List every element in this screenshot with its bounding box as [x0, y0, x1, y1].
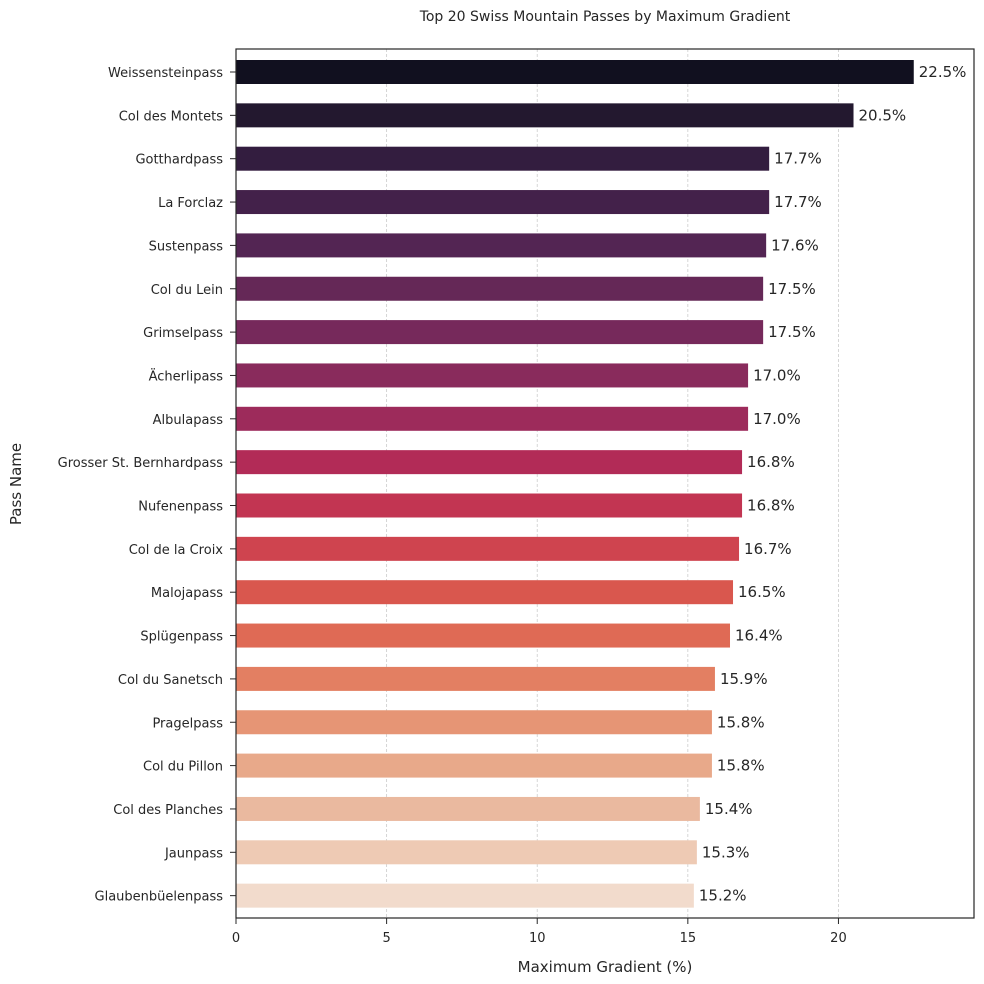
bar — [236, 320, 764, 345]
bar — [236, 710, 712, 735]
bar — [236, 60, 914, 84]
bar — [236, 276, 764, 301]
data-label: 16.8% — [747, 453, 795, 471]
x-axis: 0 5 10 15 20 — [232, 918, 847, 946]
y-tick-label: Weissensteinpass — [108, 66, 223, 81]
bar — [236, 753, 712, 778]
bar — [236, 406, 749, 431]
bar — [236, 233, 767, 258]
x-axis-label: Maximum Gradient (%) — [518, 958, 693, 976]
y-tick-label: Splügenpass — [140, 630, 223, 645]
x-tick-label: 5 — [382, 931, 390, 946]
y-tick-label: Col du Lein — [151, 283, 223, 298]
bar — [236, 580, 734, 605]
y-tick-label: Ächerlipass — [149, 368, 224, 384]
data-label: 15.4% — [705, 800, 753, 818]
bar — [236, 796, 700, 821]
chart-title: Top 20 Swiss Mountain Passes by Maximum … — [419, 9, 791, 25]
bar — [236, 883, 694, 908]
bars — [236, 60, 914, 908]
data-label: 16.4% — [735, 627, 783, 645]
y-axis-label: Pass Name — [7, 443, 25, 525]
y-tick-label: Glaubenbüelenpass — [95, 890, 224, 905]
data-label: 16.7% — [744, 540, 792, 558]
x-tick-label: 20 — [830, 931, 847, 946]
bar — [236, 666, 715, 691]
x-tick-label: 10 — [529, 931, 546, 946]
y-tick-label: Gotthardpass — [135, 153, 223, 168]
y-axis: Weissensteinpass Col des Montets Gotthardp… — [58, 66, 236, 905]
bar — [236, 146, 770, 171]
data-label: 17.5% — [768, 280, 816, 298]
data-label: 15.8% — [717, 757, 765, 775]
x-tick-label: 15 — [680, 931, 697, 946]
y-tick-label: Col du Sanetsch — [118, 673, 223, 688]
y-tick-label: La Forclaz — [158, 196, 223, 211]
data-label: 16.8% — [747, 497, 795, 515]
y-tick-label: Albulapass — [153, 413, 224, 428]
y-tick-label: Col des Planches — [113, 803, 223, 818]
y-tick-label: Malojapass — [151, 586, 223, 601]
bar — [236, 363, 749, 388]
plot-frame — [235, 48, 975, 919]
x-tick-label: 0 — [232, 931, 240, 946]
bar — [236, 623, 731, 648]
data-label: 17.7% — [774, 150, 822, 168]
value-labels: 22.5% 20.5% 17.7% 17.7% 17.6% 17.5% 17.5% 17.0%… — [699, 63, 967, 905]
data-label: 20.5% — [859, 106, 907, 124]
y-tick-label: Col des Montets — [119, 109, 224, 124]
data-label: 17.0% — [753, 366, 801, 384]
y-tick-label: Grosser St. Bernhardpass — [58, 456, 224, 471]
y-tick-label: Grimselpass — [143, 326, 223, 341]
data-label: 15.2% — [699, 887, 747, 905]
y-tick-label: Jaunpass — [164, 846, 223, 861]
gridlines — [386, 49, 839, 918]
data-label: 15.3% — [702, 843, 750, 861]
bar — [236, 840, 697, 865]
data-label: 17.0% — [753, 410, 801, 428]
y-tick-label: Col du Pillon — [143, 760, 223, 775]
data-label: 22.5% — [919, 63, 967, 81]
data-label: 17.5% — [768, 323, 816, 341]
data-label: 17.7% — [774, 193, 822, 211]
y-tick-label: Pragelpass — [152, 716, 223, 731]
y-tick-label: Nufenenpass — [138, 500, 223, 515]
y-tick-label: Sustenpass — [149, 239, 224, 254]
bar — [236, 103, 854, 128]
bar — [236, 536, 740, 561]
data-label: 15.8% — [717, 713, 765, 731]
data-label: 16.5% — [738, 583, 786, 601]
y-tick-label: Col de la Croix — [129, 543, 224, 558]
data-label: 15.9% — [720, 670, 768, 688]
bar — [236, 450, 743, 475]
data-label: 17.6% — [771, 236, 819, 254]
bar — [236, 190, 770, 215]
bar — [236, 493, 743, 518]
